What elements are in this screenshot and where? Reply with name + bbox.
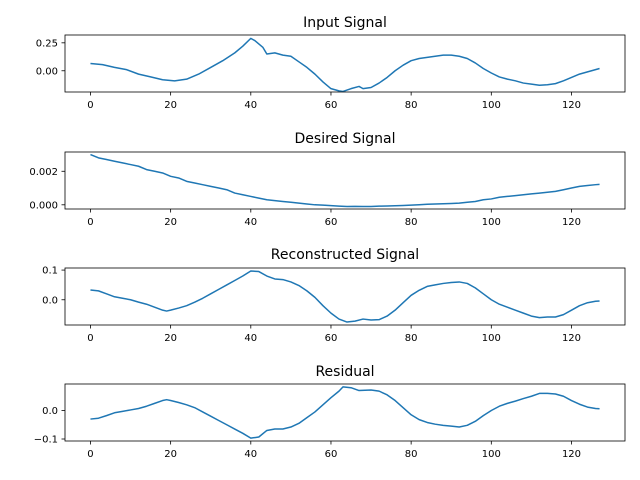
subplot-title-input-signal: Input Signal [303, 15, 387, 31]
series-line-residual [90, 386, 600, 439]
axes-frame-desired-signal [64, 151, 626, 210]
y-tick-label: 0.002 [29, 167, 58, 178]
x-tick-label: 40 [244, 449, 257, 460]
y-tick-label: −0.1 [34, 435, 58, 446]
x-tick-label: 80 [405, 100, 418, 111]
x-tick-label: 60 [325, 100, 338, 111]
x-tick-label: 60 [325, 333, 338, 344]
x-tick-label: 60 [325, 449, 338, 460]
x-tick-label: 40 [244, 333, 257, 344]
y-tick-label: 0.1 [42, 266, 58, 277]
x-tick-label: 20 [164, 333, 177, 344]
series-line-input-signal [90, 37, 600, 93]
subplot-title-residual: Residual [315, 364, 374, 380]
x-tick-label: 40 [244, 100, 257, 111]
x-tick-label: 120 [562, 217, 581, 228]
x-tick-label: 80 [405, 333, 418, 344]
y-tick-label: 0.00 [36, 66, 58, 77]
y-tick-label: 0.0 [42, 406, 58, 417]
x-tick-label: 20 [164, 449, 177, 460]
x-tick-label: 100 [482, 217, 501, 228]
x-tick-label: 120 [562, 449, 581, 460]
x-tick-label: 100 [482, 333, 501, 344]
subplot-input-signal: Input Signal 0 20 40 60 80 100 120 0.00 0.25 [36, 15, 626, 111]
subplot-title-desired-signal: Desired Signal [295, 131, 396, 147]
x-tick-label: 0 [87, 449, 93, 460]
x-tick-label: 40 [244, 217, 257, 228]
axes-frame-input-signal [64, 34, 626, 93]
subplot-title-reconstructed-signal: Reconstructed Signal [271, 247, 419, 263]
series-line-desired-signal [90, 153, 600, 208]
x-tick-label: 20 [164, 100, 177, 111]
y-tick-label: 0.0 [42, 295, 58, 306]
x-tick-label: 120 [562, 100, 581, 111]
x-tick-label: 100 [482, 449, 501, 460]
axes-frame-residual [64, 383, 626, 442]
x-tick-label: 0 [87, 217, 93, 228]
x-tick-label: 0 [87, 100, 93, 111]
axes-frame-reconstructed-signal [64, 267, 626, 326]
x-tick-label: 120 [562, 333, 581, 344]
subplot-desired-signal: Desired Signal 0 20 40 60 80 100 120 0.000 0.002 [29, 131, 626, 228]
y-tick-label: 0.25 [36, 38, 58, 49]
series-line-reconstructed-signal [90, 270, 600, 323]
x-tick-label: 20 [164, 217, 177, 228]
y-tick-label: 0.000 [29, 200, 58, 211]
subplot-residual: Residual 0 20 40 60 80 100 120 −0.1 0.0 [34, 364, 626, 460]
x-tick-label: 60 [325, 217, 338, 228]
x-tick-label: 80 [405, 449, 418, 460]
x-tick-label: 100 [482, 100, 501, 111]
subplot-reconstructed-signal: Reconstructed Signal 0 20 40 60 80 100 120 0.0 0… [42, 247, 626, 344]
x-tick-label: 80 [405, 217, 418, 228]
x-tick-label: 0 [87, 333, 93, 344]
